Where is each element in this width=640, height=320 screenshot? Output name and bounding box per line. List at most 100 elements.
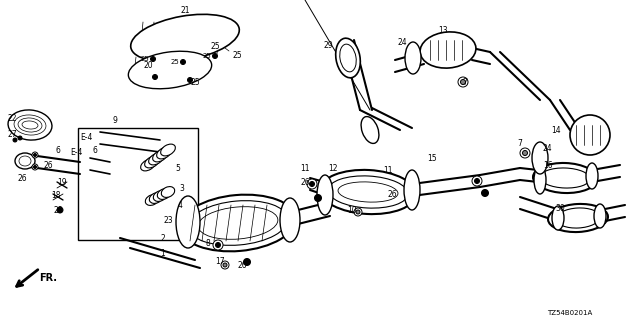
Text: 27: 27	[7, 130, 17, 139]
Text: 1: 1	[161, 249, 165, 258]
Ellipse shape	[129, 51, 212, 89]
Ellipse shape	[420, 32, 476, 68]
Circle shape	[314, 195, 321, 202]
Text: 4: 4	[177, 201, 182, 210]
Circle shape	[33, 165, 36, 169]
Text: 11: 11	[300, 164, 310, 172]
Ellipse shape	[148, 153, 163, 165]
Ellipse shape	[149, 193, 163, 204]
Circle shape	[472, 176, 482, 186]
Ellipse shape	[157, 188, 171, 199]
Circle shape	[150, 57, 156, 61]
Circle shape	[18, 136, 22, 140]
Bar	[78, 128, 198, 240]
Ellipse shape	[548, 204, 608, 232]
Circle shape	[223, 263, 227, 267]
Circle shape	[221, 261, 229, 269]
Circle shape	[481, 189, 488, 196]
Ellipse shape	[161, 187, 175, 197]
Ellipse shape	[361, 116, 379, 143]
Text: 14: 14	[551, 125, 561, 134]
Text: 6: 6	[93, 146, 97, 155]
Ellipse shape	[404, 170, 420, 210]
Ellipse shape	[154, 191, 166, 201]
Circle shape	[212, 53, 218, 59]
Text: E-4: E-4	[80, 132, 92, 141]
Text: 20: 20	[143, 60, 153, 69]
Circle shape	[213, 240, 223, 250]
Text: 26: 26	[387, 189, 397, 198]
Ellipse shape	[336, 38, 360, 78]
Text: 11: 11	[383, 165, 393, 174]
Text: E-4: E-4	[70, 148, 82, 156]
Text: 24: 24	[542, 143, 552, 153]
Text: 26: 26	[300, 178, 310, 187]
Text: 10: 10	[347, 205, 357, 214]
Ellipse shape	[594, 204, 606, 228]
Circle shape	[522, 150, 527, 156]
Text: 6: 6	[56, 146, 60, 155]
Circle shape	[216, 243, 221, 247]
Text: 15: 15	[427, 154, 437, 163]
Text: 26: 26	[43, 161, 53, 170]
Ellipse shape	[161, 144, 175, 156]
Circle shape	[152, 75, 157, 79]
Circle shape	[188, 77, 193, 83]
Ellipse shape	[532, 142, 548, 174]
Text: 17: 17	[215, 258, 225, 267]
Text: FR.: FR.	[39, 273, 57, 283]
Circle shape	[32, 152, 38, 158]
Circle shape	[13, 138, 17, 142]
Ellipse shape	[405, 42, 421, 74]
Text: 7: 7	[463, 77, 467, 86]
Circle shape	[180, 60, 186, 65]
Circle shape	[33, 154, 36, 156]
Text: 25: 25	[232, 51, 242, 60]
Circle shape	[243, 259, 250, 266]
Ellipse shape	[145, 195, 159, 205]
Ellipse shape	[157, 147, 172, 159]
Text: 28: 28	[53, 205, 63, 214]
Ellipse shape	[533, 163, 597, 193]
Ellipse shape	[180, 195, 296, 251]
Circle shape	[32, 164, 38, 170]
Ellipse shape	[552, 206, 564, 230]
Text: 23: 23	[163, 215, 173, 225]
Ellipse shape	[15, 153, 35, 169]
Ellipse shape	[534, 166, 546, 194]
Ellipse shape	[317, 175, 333, 215]
Text: 30: 30	[555, 204, 565, 212]
Circle shape	[520, 148, 530, 158]
Text: 7: 7	[518, 139, 522, 148]
Text: 19: 19	[57, 178, 67, 187]
Text: 18: 18	[51, 190, 61, 199]
Text: 16: 16	[543, 161, 553, 170]
Ellipse shape	[280, 198, 300, 242]
Text: 25: 25	[203, 53, 211, 59]
Circle shape	[354, 208, 362, 216]
Text: 21: 21	[180, 5, 189, 14]
Ellipse shape	[176, 196, 200, 248]
Circle shape	[461, 79, 465, 84]
Circle shape	[474, 179, 479, 183]
Text: 5: 5	[175, 164, 180, 172]
Ellipse shape	[8, 110, 52, 140]
Text: 25: 25	[190, 77, 200, 86]
Text: 24: 24	[397, 37, 407, 46]
Text: 2: 2	[161, 234, 165, 243]
Text: TZ54B0201A: TZ54B0201A	[547, 310, 592, 316]
Text: 8: 8	[205, 238, 211, 247]
Ellipse shape	[570, 115, 610, 155]
Ellipse shape	[141, 159, 156, 171]
Text: 22: 22	[7, 114, 17, 123]
Text: 9: 9	[113, 116, 117, 124]
Circle shape	[310, 181, 314, 187]
Ellipse shape	[131, 14, 239, 62]
Circle shape	[356, 210, 360, 214]
Text: 26: 26	[237, 260, 247, 269]
Text: 26: 26	[17, 173, 27, 182]
Circle shape	[458, 77, 468, 87]
Text: 25: 25	[210, 42, 220, 51]
Ellipse shape	[152, 150, 168, 162]
Circle shape	[307, 179, 317, 189]
